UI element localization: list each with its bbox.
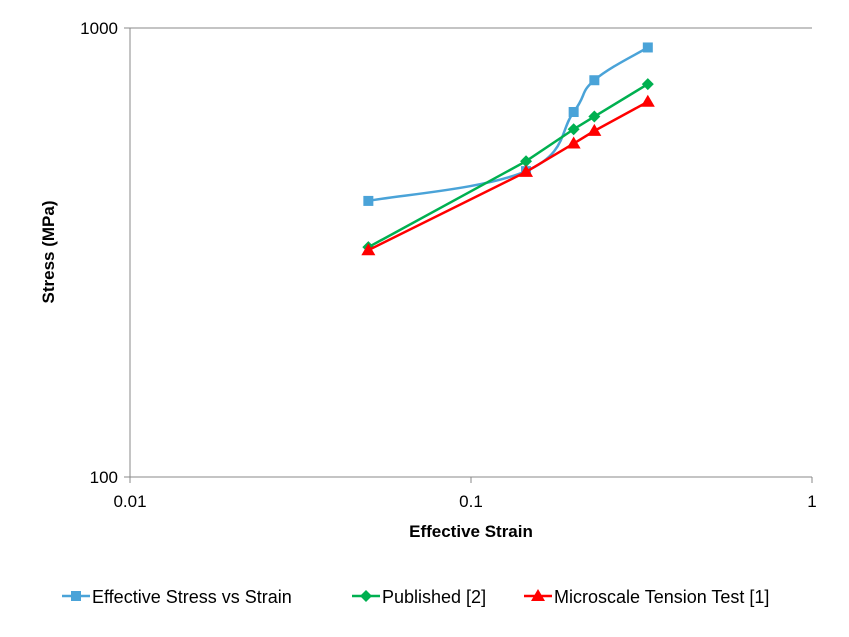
series-line <box>368 46 649 203</box>
data-point <box>642 42 653 53</box>
legend-item: Effective Stress vs Strain <box>62 587 292 607</box>
data-point <box>361 243 376 256</box>
legend-marker <box>360 590 372 602</box>
legend-marker <box>71 591 81 601</box>
legend-marker <box>531 589 545 601</box>
series-line <box>367 100 649 252</box>
legend-label: Effective Stress vs Strain <box>92 587 292 607</box>
data-point <box>641 78 654 91</box>
x-tick-label: 0.1 <box>459 492 483 511</box>
tick-labels: 0.01 0.1 1 100 1000 <box>80 19 817 511</box>
legend: Effective Stress vs Strain Published [2] M… <box>62 587 769 607</box>
data-point <box>520 155 533 168</box>
data-point <box>519 164 534 177</box>
y-tick-label: 100 <box>90 468 118 487</box>
legend-item: Published [2] <box>352 587 486 607</box>
y-tick-label: 1000 <box>80 19 118 38</box>
series-2 <box>361 94 655 256</box>
series-layer <box>361 42 655 256</box>
data-point <box>568 107 579 118</box>
legend-item: Microscale Tension Test [1] <box>524 587 769 607</box>
legend-label: Published [2] <box>382 587 486 607</box>
plot-area <box>129 27 812 478</box>
data-point <box>567 123 580 136</box>
data-point <box>640 94 655 107</box>
series-line <box>367 83 649 249</box>
y-axis-title: Stress (MPa) <box>39 201 58 304</box>
x-tick-label: 0.01 <box>113 492 146 511</box>
data-point <box>587 123 602 136</box>
data-point <box>363 195 374 206</box>
series-1 <box>362 78 654 254</box>
data-point <box>566 136 581 149</box>
data-point <box>588 110 601 123</box>
legend-label: Microscale Tension Test [1] <box>554 587 769 607</box>
data-point <box>589 75 600 86</box>
x-tick-label: 1 <box>807 492 816 511</box>
x-axis-title: Effective Strain <box>409 522 533 541</box>
